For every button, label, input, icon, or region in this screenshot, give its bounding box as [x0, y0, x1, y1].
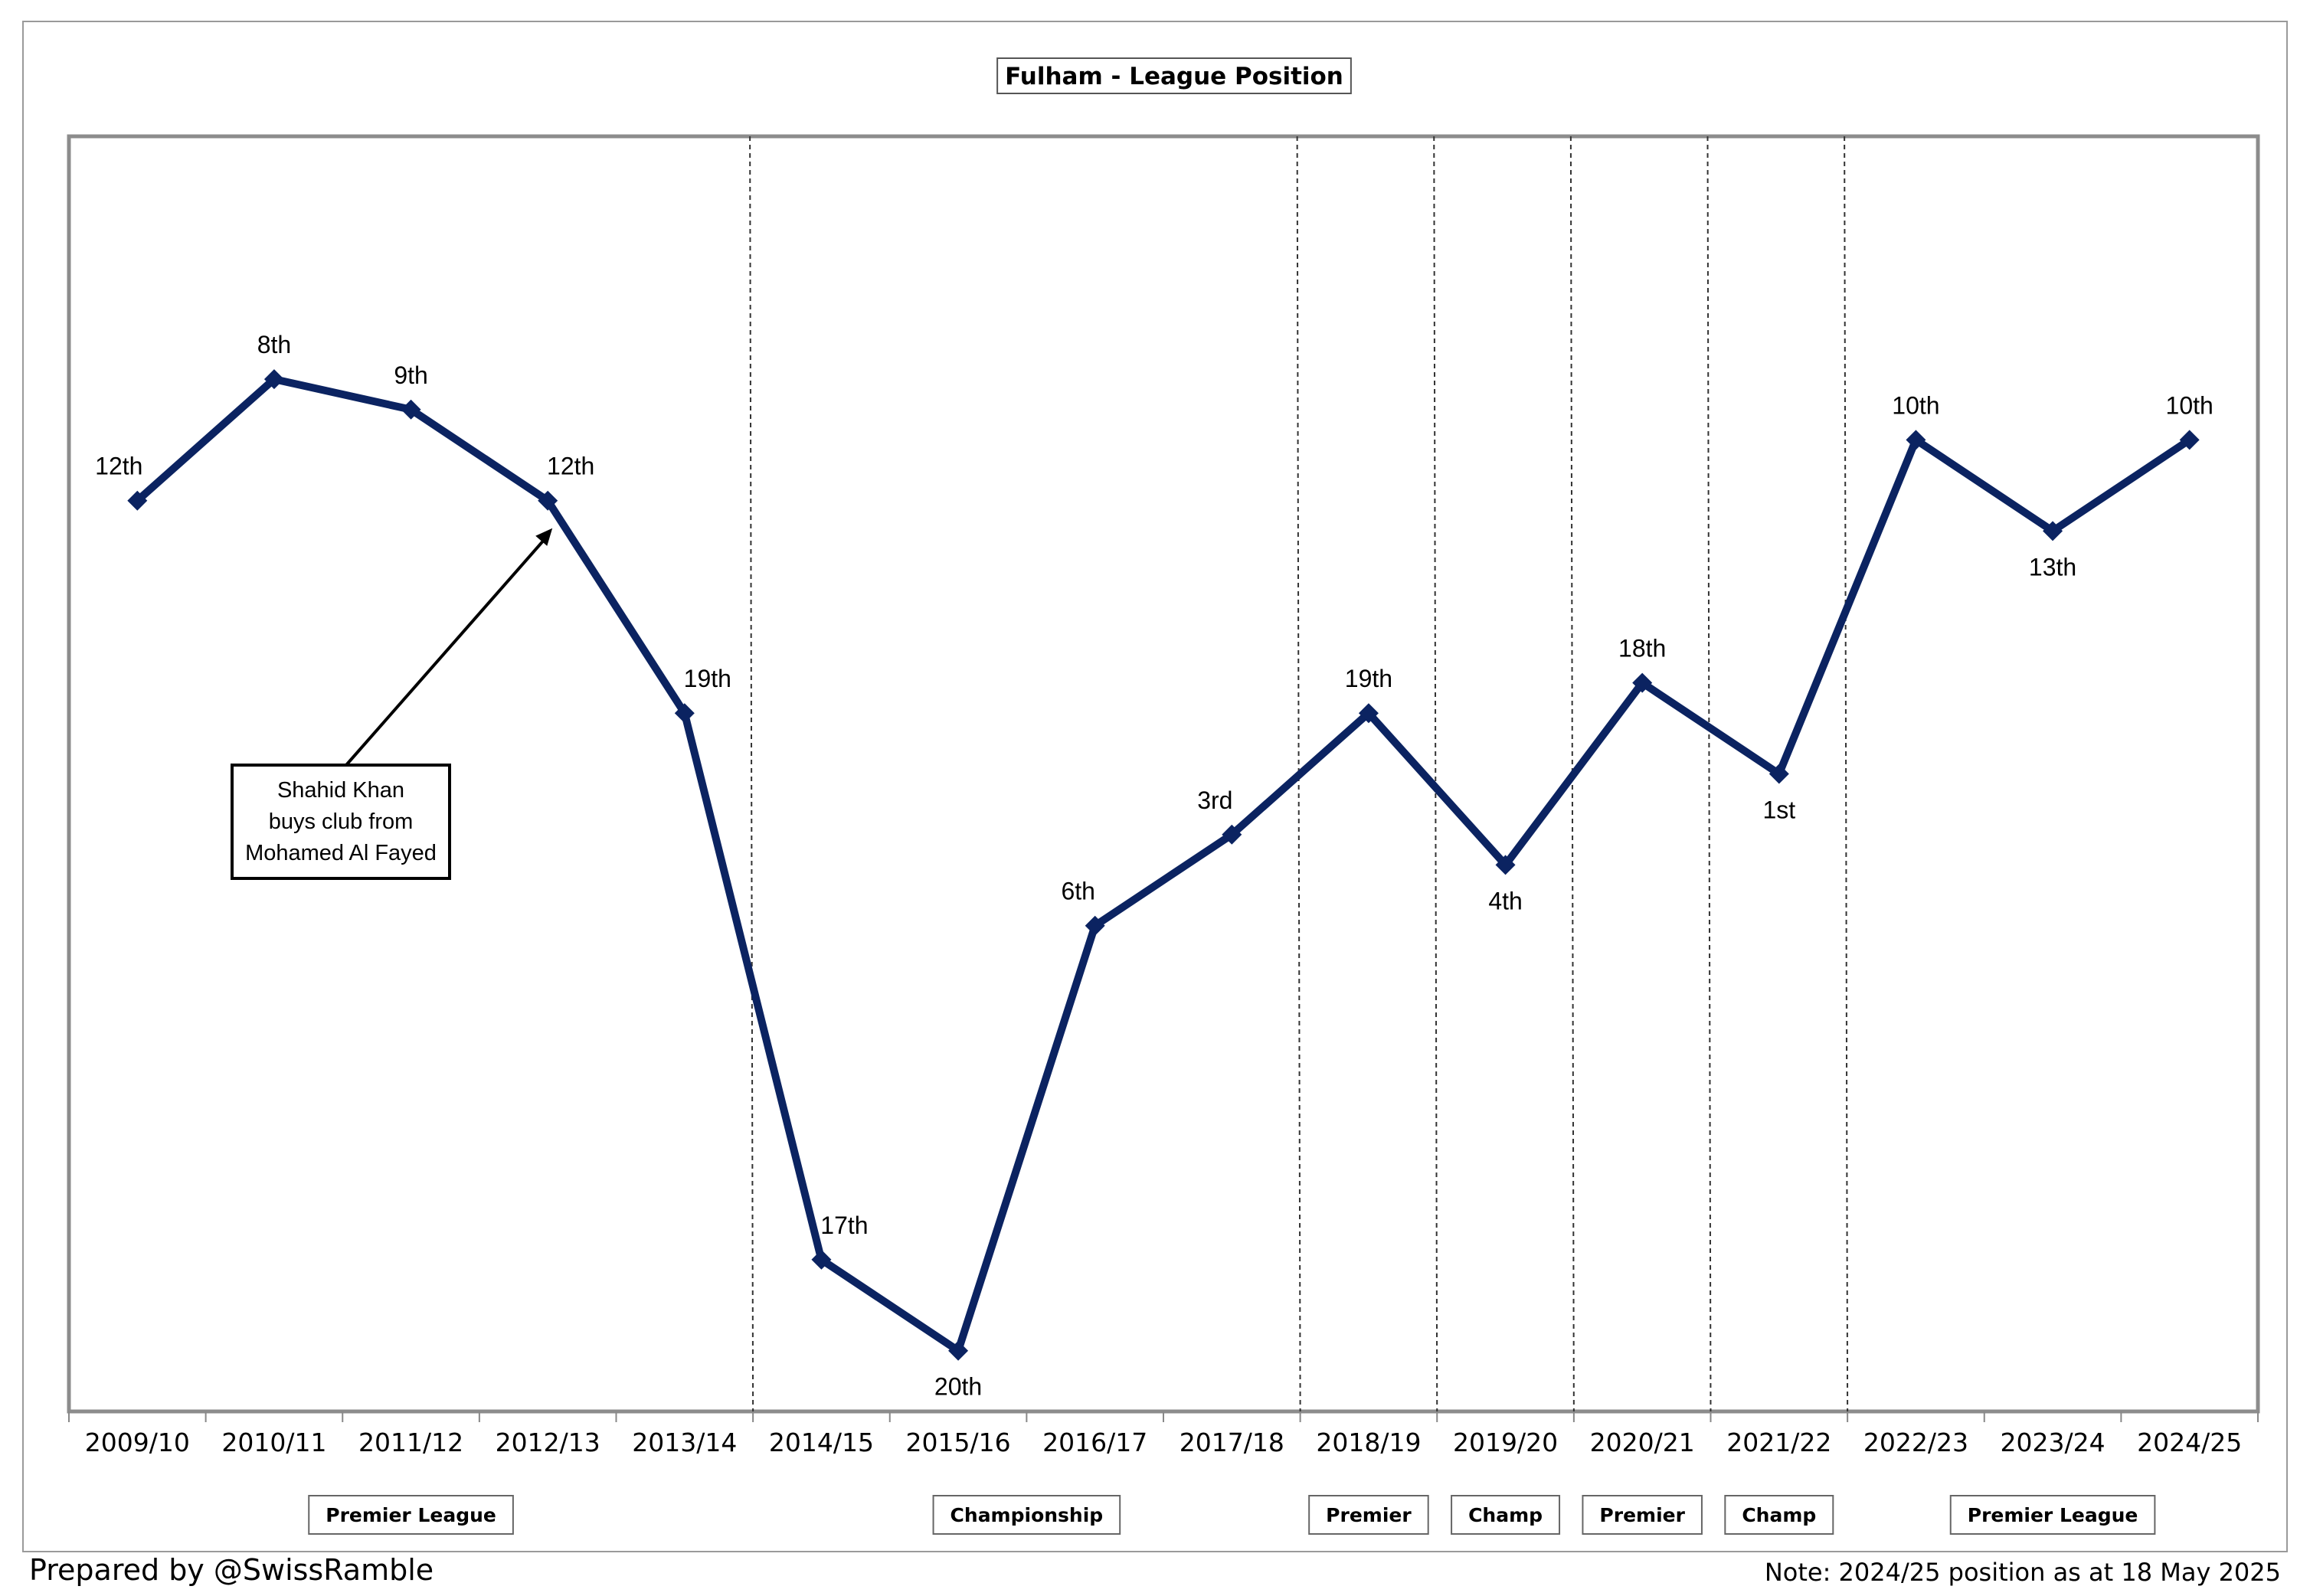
data-marker: [1768, 764, 1789, 784]
data-marker: [2043, 521, 2063, 541]
footer-note: Note: 2024/25 position as at 18 May 2025: [1764, 1558, 2281, 1587]
league-label: Championship: [951, 1504, 1104, 1526]
league-label-box: [932, 1495, 1121, 1535]
data-label: 20th: [934, 1373, 982, 1401]
league-divider: [1844, 136, 1849, 1412]
data-marker: [1358, 703, 1379, 724]
league-label-box: [1308, 1495, 1429, 1535]
league-label: Champ: [1742, 1504, 1816, 1526]
chart-title-group: Fulham - League Position: [996, 57, 1352, 94]
data-marker: [948, 1340, 969, 1361]
x-tick-label: 2009/10: [85, 1428, 190, 1457]
x-tick-label: 2024/25: [2137, 1428, 2242, 1457]
league-divider: [1569, 136, 1575, 1412]
data-marker: [811, 1249, 832, 1270]
annotation-text: Mohamed Al Fayed: [245, 841, 437, 865]
data-marker: [538, 490, 558, 511]
data-label: 9th: [394, 361, 427, 389]
x-tick-label: 2018/19: [1316, 1428, 1421, 1457]
league-label: Champ: [1468, 1504, 1543, 1526]
data-label: 3rd: [1197, 787, 1232, 814]
league-divider: [1433, 136, 1438, 1412]
annotation-text: buys club from: [269, 809, 414, 834]
league-label-box: [1582, 1495, 1703, 1535]
league-label: Premier League: [1968, 1504, 2138, 1526]
data-label: 13th: [2029, 553, 2076, 581]
league-label-box: [1949, 1495, 2156, 1535]
data-labels: 12th 8th 9th 12th 19th 17th 20th 6th 3rd 19th 4th 1…: [95, 331, 2213, 1401]
data-label: 17th: [820, 1212, 868, 1239]
league-labels: Premier League Championship Premier Champ Pr…: [308, 1495, 2156, 1535]
league-label-box: [1451, 1495, 1561, 1535]
x-tick-label: 2016/17: [1042, 1428, 1147, 1457]
data-marker: [263, 369, 284, 390]
data-label: 19th: [1345, 665, 1392, 692]
annotation-arrow-line: [345, 536, 548, 767]
series-line: [133, 375, 2194, 1355]
x-tick-label: 2010/11: [221, 1428, 326, 1457]
x-tick-label: 2014/15: [769, 1428, 874, 1457]
data-marker: [1906, 430, 1926, 450]
data-label: 4th: [1488, 887, 1522, 914]
annotation-box: [231, 764, 451, 880]
x-tick-label: 2020/21: [1590, 1428, 1695, 1457]
data-label: 18th: [1618, 635, 1666, 662]
annotation-group: Shahid Khan buys club from Mohamed Al Faye…: [231, 528, 553, 880]
data-label: 10th: [2166, 391, 2213, 419]
data-label: 10th: [1892, 391, 1939, 419]
data-marker: [1222, 824, 1242, 845]
x-tick-label: 2017/18: [1180, 1428, 1284, 1457]
x-tick-label: 2012/13: [496, 1428, 600, 1457]
x-tick-label: 2013/14: [632, 1428, 737, 1457]
x-axis: 2009/10 2010/11 2011/12 2012/13 2013/14 2014/…: [68, 1411, 2259, 1457]
footer-credit: Prepared by @SwissRamble: [29, 1553, 434, 1587]
data-marker: [1632, 672, 1653, 693]
x-tick-label: 2015/16: [906, 1428, 1011, 1457]
data-marker: [401, 399, 421, 420]
data-label: 12th: [95, 453, 142, 480]
league-label: Premier League: [326, 1504, 496, 1526]
data-label: 6th: [1061, 878, 1094, 905]
annotation-arrowhead: [535, 528, 553, 546]
data-marker: [674, 703, 695, 724]
league-label-box: [308, 1495, 514, 1535]
data-label: 19th: [684, 665, 731, 692]
data-marker: [1085, 915, 1105, 936]
x-tick-label: 2021/22: [1726, 1428, 1831, 1457]
league-divider: [1296, 136, 1301, 1412]
chart-title-box: [996, 57, 1352, 94]
annotation-text: Shahid Khan: [277, 778, 404, 803]
x-tick-label: 2019/20: [1453, 1428, 1558, 1457]
data-marker: [127, 490, 148, 511]
chart-title: Fulham - League Position: [1005, 63, 1343, 90]
league-label: Premier: [1599, 1504, 1685, 1526]
data-marker: [1495, 855, 1516, 875]
league-dividers: [749, 136, 1849, 1412]
league-label-box: [1724, 1495, 1834, 1535]
data-label: 8th: [257, 331, 291, 358]
league-divider: [749, 136, 754, 1412]
league-label: Premier: [1326, 1504, 1412, 1526]
x-tick-label: 2011/12: [358, 1428, 463, 1457]
league-divider: [1706, 136, 1712, 1412]
x-tick-label: 2022/23: [1863, 1428, 1968, 1457]
data-marker: [2179, 430, 2200, 450]
data-markers: [127, 369, 2200, 1361]
data-label: 12th: [547, 453, 594, 480]
data-label: 1st: [1762, 796, 1795, 824]
x-tick-label: 2023/24: [2001, 1428, 2106, 1457]
